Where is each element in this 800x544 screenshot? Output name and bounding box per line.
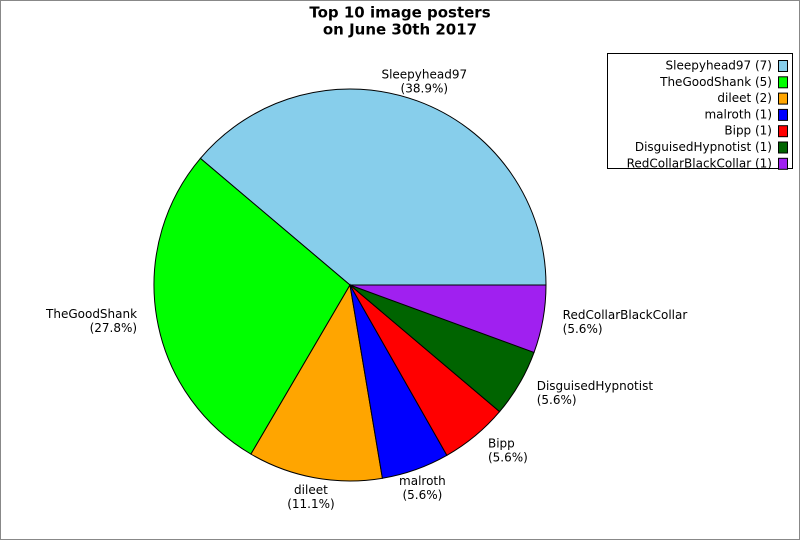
legend-swatch	[778, 60, 788, 72]
chart-title: Top 10 image posters	[309, 4, 490, 22]
pie-slice	[349, 284, 547, 354]
pie-slice	[153, 157, 351, 455]
slice-percent: (5.6%)	[537, 393, 577, 407]
slice-label: dileet	[294, 483, 328, 497]
slice-label: RedCollarBlackCollar	[563, 308, 688, 322]
slice-percent: (5.6%)	[563, 322, 603, 336]
legend-label: malroth (1)	[704, 107, 772, 121]
slice-percent: (27.8%)	[90, 321, 137, 335]
legend-swatch	[778, 141, 788, 154]
slice-percent: (5.6%)	[488, 451, 528, 465]
slice-label: DisguisedHypnotist	[537, 379, 654, 393]
slice-label: malroth	[399, 474, 446, 488]
legend-label: TheGoodShank (5)	[659, 75, 772, 89]
pie-slice	[250, 283, 383, 482]
legend-swatch	[778, 125, 788, 138]
legend-label: Bipp (1)	[724, 124, 772, 138]
legend-label: RedCollarBlackCollar (1)	[627, 156, 772, 170]
legend-swatch	[778, 108, 788, 121]
legend-swatch	[778, 76, 788, 89]
legend-swatch	[778, 92, 788, 105]
legend-swatch	[778, 157, 788, 170]
slice-label: Sleepyhead97	[381, 68, 467, 82]
slice-percent: (11.1%)	[287, 497, 334, 511]
slice-label: Bipp	[488, 437, 515, 451]
legend-label: dileet (2)	[717, 91, 772, 105]
legend-box	[607, 53, 793, 169]
slice-percent: (38.9%)	[401, 82, 448, 96]
legend-label: Sleepyhead97 (7)	[666, 59, 772, 73]
chart-title: on June 30th 2017	[323, 21, 477, 39]
slice-label: TheGoodShank	[45, 307, 137, 321]
slice-percent: (5.6%)	[402, 488, 442, 502]
legend-label: DisguisedHypnotist (1)	[635, 140, 772, 154]
pie-slice	[199, 88, 547, 286]
